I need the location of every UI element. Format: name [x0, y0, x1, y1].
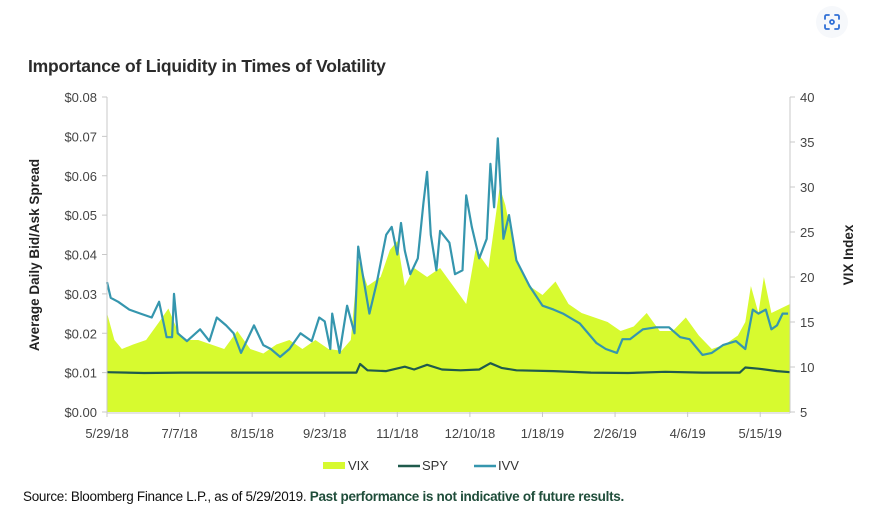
legend-swatch-vix — [323, 462, 345, 469]
legend-label-vix: VIX — [348, 458, 369, 473]
y2-tick-label: 40 — [800, 90, 814, 105]
scan-focus-icon — [824, 14, 840, 30]
y-tick-label: $0.02 — [64, 326, 97, 341]
y-tick-label: $0.05 — [64, 208, 97, 223]
series-ivv-line — [105, 137, 789, 358]
y-tick-label: $0.00 — [64, 405, 97, 420]
chart-title: Importance of Liquidity in Times of Vola… — [28, 56, 386, 76]
series-spy-line — [106, 362, 791, 375]
legend-label-ivv: IVV — [498, 458, 519, 473]
y2-tick-label: 5 — [800, 405, 807, 420]
y2-tick-label: 20 — [800, 270, 814, 285]
x-tick-label: 8/15/18 — [230, 426, 273, 441]
y2-tick-label: 30 — [800, 180, 814, 195]
source-footnote: Source: Bloomberg Finance L.P., as of 5/… — [23, 489, 624, 504]
y2-tick-label: 35 — [800, 135, 814, 150]
x-tick-label: 9/23/18 — [303, 426, 346, 441]
y2-axis-label: VIX Index — [841, 224, 856, 285]
legend: VIX SPY IVV — [323, 458, 519, 473]
y-axis-label: Average Daily Bid/Ask Spread — [27, 159, 42, 351]
x-tick-label: 5/15/19 — [739, 426, 782, 441]
legend-label-spy: SPY — [422, 458, 448, 473]
plot-area — [105, 137, 791, 412]
x-tick-label: 12/10/18 — [445, 426, 496, 441]
x-tick-label: 1/18/19 — [521, 426, 564, 441]
y2-tick-label: 25 — [800, 225, 814, 240]
source-text: Source: Bloomberg Finance L.P., as of 5/… — [23, 489, 307, 504]
y2-tick-label: 10 — [800, 360, 814, 375]
y-tick-label: $0.07 — [64, 129, 97, 144]
tick-labels: 5/29/18 7/7/18 8/15/18 9/23/18 11/1/18 12/10/… — [64, 90, 814, 441]
y2-tick-label: 15 — [800, 315, 814, 330]
disclaimer-text: Past performance is not indicative of fu… — [309, 489, 624, 504]
series-vix-area — [107, 187, 790, 412]
x-tick-label: 5/29/18 — [85, 426, 128, 441]
y-tick-label: $0.06 — [64, 169, 97, 184]
visual-search-button[interactable] — [816, 6, 848, 38]
x-tick-label: 4/6/19 — [670, 426, 706, 441]
y-tick-label: $0.04 — [64, 248, 97, 263]
y-tick-label: $0.08 — [64, 90, 97, 105]
x-tick-label: 11/1/18 — [376, 426, 418, 441]
x-tick-label: 7/7/18 — [162, 426, 198, 441]
y-tick-label: $0.03 — [64, 287, 97, 302]
x-tick-label: 2/26/19 — [593, 426, 636, 441]
y-tick-label: $0.01 — [64, 366, 97, 381]
